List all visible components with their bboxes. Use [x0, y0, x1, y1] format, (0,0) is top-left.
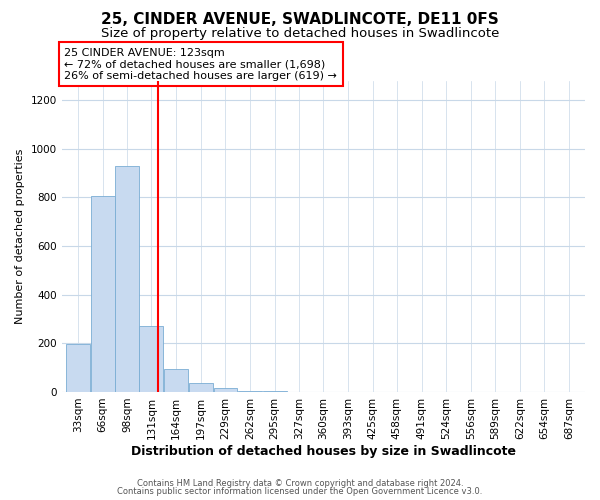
Text: 25 CINDER AVENUE: 123sqm
← 72% of detached houses are smaller (1,698)
26% of sem: 25 CINDER AVENUE: 123sqm ← 72% of detach… — [64, 48, 337, 80]
Bar — [139, 326, 163, 392]
X-axis label: Distribution of detached houses by size in Swadlincote: Distribution of detached houses by size … — [131, 444, 516, 458]
Bar — [164, 369, 188, 392]
Bar — [91, 196, 115, 392]
Text: Contains HM Land Registry data © Crown copyright and database right 2024.: Contains HM Land Registry data © Crown c… — [137, 478, 463, 488]
Y-axis label: Number of detached properties: Number of detached properties — [15, 148, 25, 324]
Bar — [189, 384, 213, 392]
Text: Contains public sector information licensed under the Open Government Licence v3: Contains public sector information licen… — [118, 487, 482, 496]
Bar — [263, 391, 287, 392]
Bar — [66, 344, 90, 392]
Bar — [238, 390, 262, 392]
Bar — [115, 166, 139, 392]
Text: Size of property relative to detached houses in Swadlincote: Size of property relative to detached ho… — [101, 28, 499, 40]
Text: 25, CINDER AVENUE, SWADLINCOTE, DE11 0FS: 25, CINDER AVENUE, SWADLINCOTE, DE11 0FS — [101, 12, 499, 28]
Bar — [214, 388, 237, 392]
